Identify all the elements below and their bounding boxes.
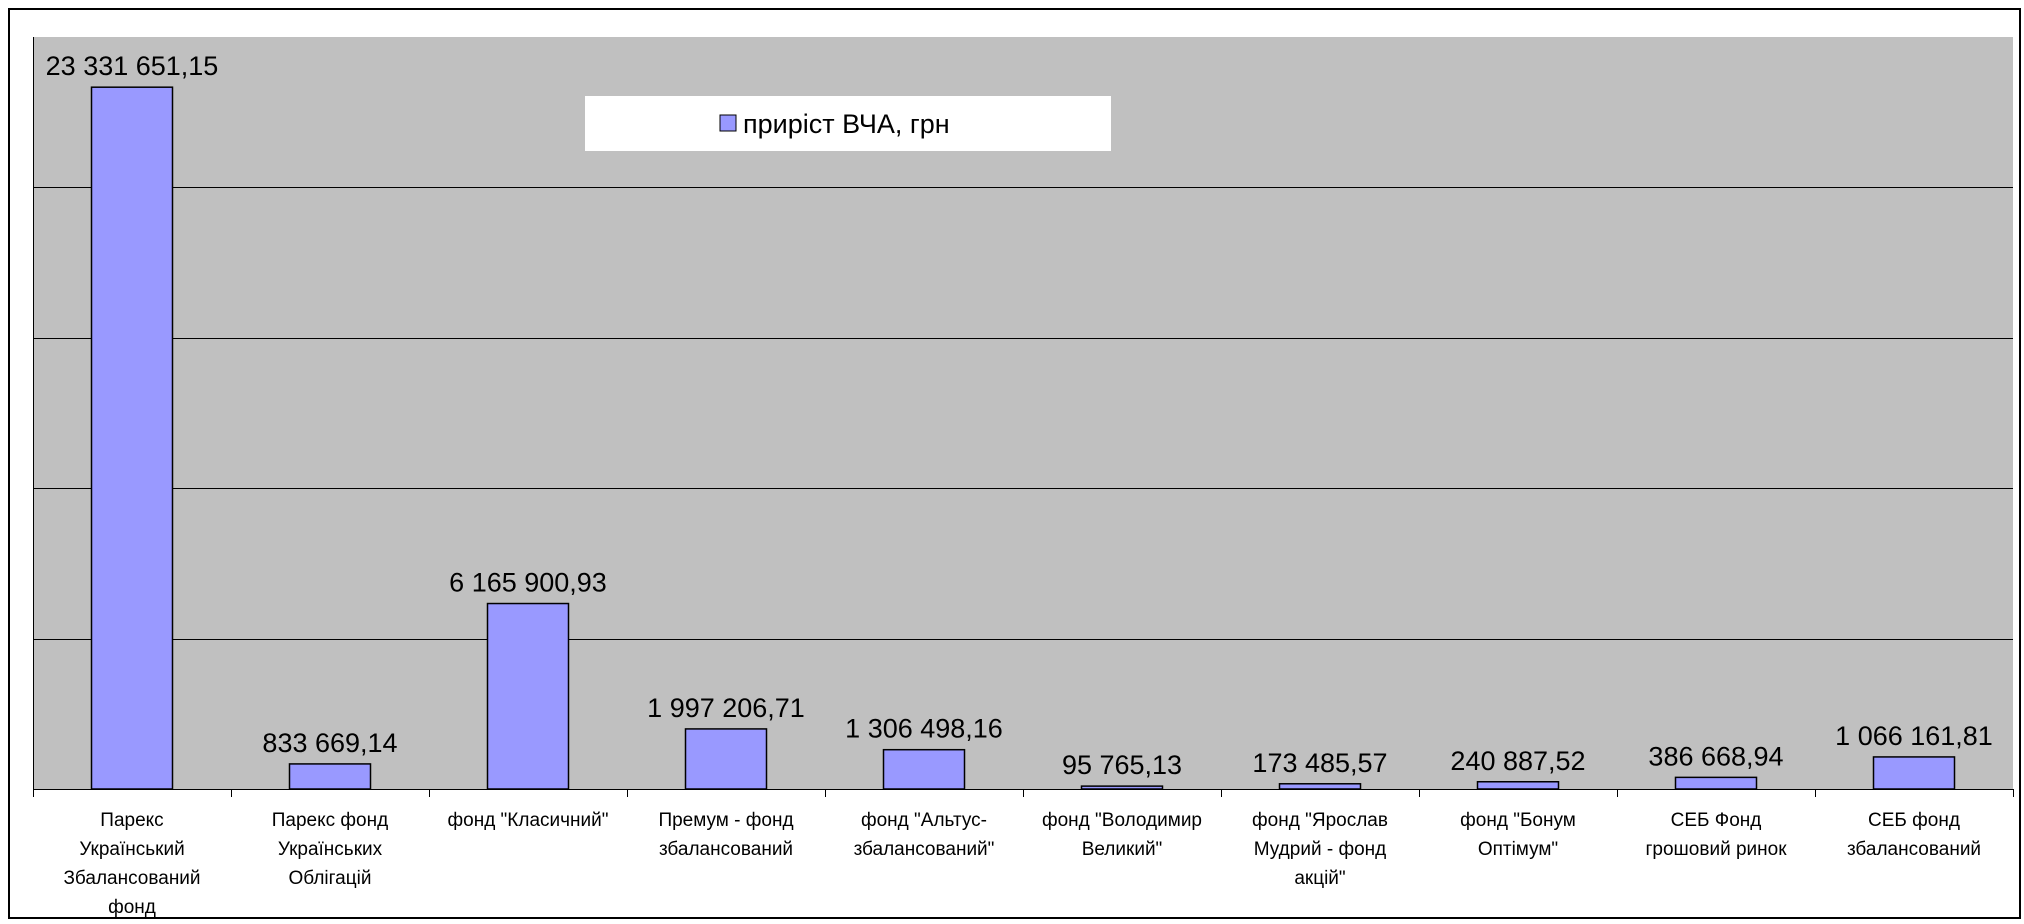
data-label: 1 306 498,16 [845,714,1003,744]
x-tick-label: Премум - фонд [658,810,793,831]
data-label: 95 765,13 [1062,750,1182,780]
x-tick-label: збалансований" [854,839,995,860]
legend-swatch [719,114,737,132]
x-tick-label: фонд "Володимир [1042,810,1202,831]
bar [90,86,174,790]
x-tick-label: грошовий ринок [1645,839,1787,860]
x-tick-label: фонд "Альтус- [861,810,987,831]
bar [288,763,372,790]
data-label: 173 485,57 [1252,748,1387,778]
bar [1080,785,1164,790]
legend-label: приріст ВЧА, грн [743,109,950,139]
bar [684,728,768,790]
x-tick-label: СЕБ Фонд [1671,810,1762,831]
x-tick-label: Великий" [1082,839,1163,860]
bar [1278,783,1362,790]
data-label: 1 997 206,71 [647,693,805,723]
x-tick-label: Збалансований [63,868,200,889]
data-label: 240 887,52 [1450,746,1585,776]
x-tick-label: збалансований [659,839,793,860]
x-tick-label: фонд [108,897,156,918]
x-tick-label: Парекс [100,810,163,831]
x-tick-label: Парекс фонд [272,810,388,831]
x-tick-label: фонд "Ярослав [1252,810,1388,831]
x-tick-label: фонд "Бонум [1460,810,1576,831]
bar [486,602,570,790]
x-tick-label: Мудрий - фонд [1254,839,1386,860]
data-label: 23 331 651,15 [46,51,219,81]
data-label: 386 668,94 [1648,741,1783,771]
x-tick-label: Оптімум" [1478,839,1558,860]
bar [1674,776,1758,790]
bar [1872,756,1956,790]
x-tick-label: фонд "Класичний" [448,810,609,831]
x-tick-label: збалансований [1847,839,1981,860]
x-tick-label: Український [79,839,184,860]
x-tick-label: Українських [278,839,383,860]
data-label: 1 066 161,81 [1835,721,1993,751]
bar [1476,781,1560,790]
data-label: 6 165 900,93 [449,568,607,598]
legend-box [585,96,1111,151]
bar [882,748,966,790]
x-tick-label: Облігацій [289,868,372,889]
x-tick-label: СЕБ фонд [1868,810,1960,831]
x-tick-label: акцій" [1294,868,1345,889]
plot-area [33,37,2013,789]
data-label: 833 669,14 [262,728,397,758]
